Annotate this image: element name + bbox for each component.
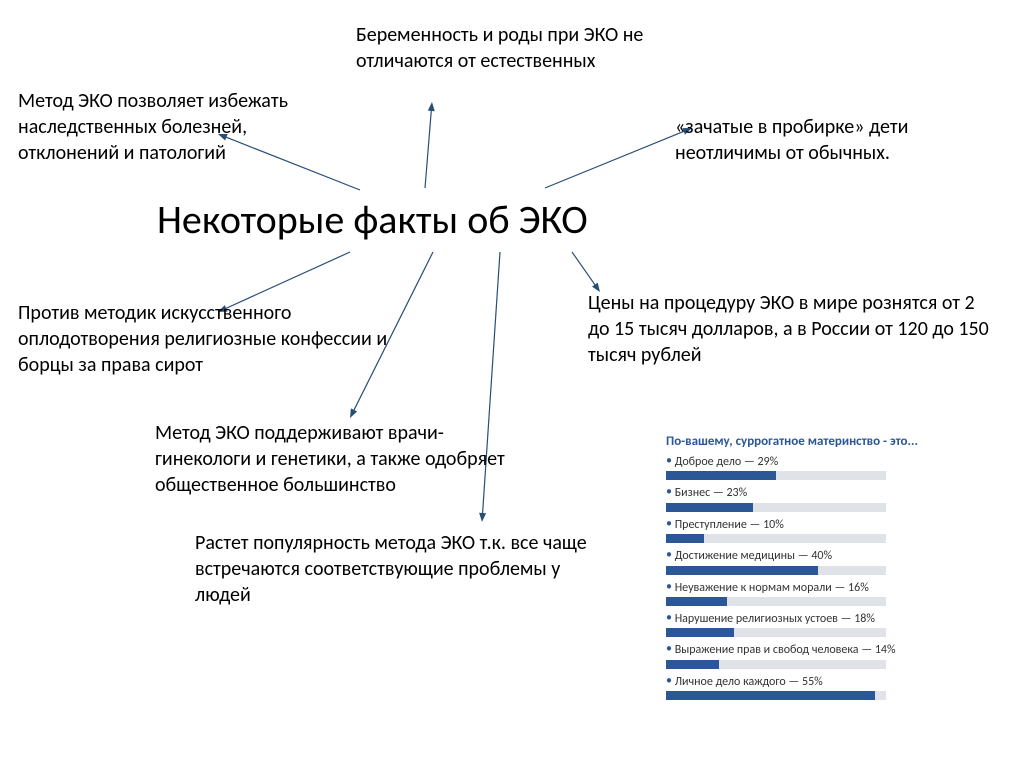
poll-bar bbox=[666, 660, 886, 669]
poll-bar bbox=[666, 691, 886, 700]
poll-title: По-вашему, суррогатное материнство - это… bbox=[666, 434, 1012, 449]
fact-avoid-diseases: Метод ЭКО позволяет избежать наследствен… bbox=[18, 88, 338, 166]
fact-testtube-babies: «зачатые в пробирке» дети неотличимы от … bbox=[675, 114, 975, 166]
fact-doctors-support: Метод ЭКО поддерживают врачи-гинекологи … bbox=[155, 420, 535, 498]
bullet-icon: • bbox=[666, 548, 672, 562]
poll-row: • Доброе дело — 29% bbox=[666, 455, 1012, 480]
poll-label: • Личное дело каждого — 55% bbox=[666, 675, 1012, 689]
poll-bar-fill bbox=[666, 503, 753, 512]
bullet-icon: • bbox=[666, 517, 672, 531]
poll-label: • Достижение медицины — 40% bbox=[666, 549, 1012, 563]
poll-row: • Личное дело каждого — 55% bbox=[666, 675, 1012, 700]
poll-bar-fill bbox=[666, 691, 875, 700]
fact-religious: Против методик искусственного оплодотвор… bbox=[18, 300, 418, 378]
poll-label: • Выражение прав и свобод человека — 14% bbox=[666, 643, 1012, 657]
poll-widget: По-вашему, суррогатное материнство - это… bbox=[666, 434, 1012, 700]
poll-row: • Выражение прав и свобод человека — 14% bbox=[666, 643, 1012, 668]
poll-bar-fill bbox=[666, 534, 704, 543]
poll-body: • Доброе дело — 29% • Бизнес — 23% • Прест… bbox=[666, 455, 1012, 700]
poll-bar bbox=[666, 471, 886, 480]
bullet-icon: • bbox=[666, 674, 672, 688]
poll-bar-fill bbox=[666, 628, 734, 637]
poll-label: • Нарушение религиозных устоев — 18% bbox=[666, 612, 1012, 626]
bullet-icon: • bbox=[666, 580, 672, 594]
bullet-icon: • bbox=[666, 485, 672, 499]
page-title: Некоторые факты об ЭКО bbox=[157, 195, 588, 244]
fact-pregnancy: Беременность и роды при ЭКО не отличаютс… bbox=[356, 22, 686, 74]
poll-bar-fill bbox=[666, 566, 818, 575]
poll-bar-fill bbox=[666, 597, 727, 606]
poll-label: • Неуважение к нормам морали — 16% bbox=[666, 581, 1012, 595]
poll-label: • Бизнес — 23% bbox=[666, 486, 1012, 500]
poll-bar bbox=[666, 534, 886, 543]
poll-bar bbox=[666, 566, 886, 575]
fact-prices: Цены на процедуру ЭКО в мире рознятся от… bbox=[588, 290, 998, 368]
poll-bar-fill bbox=[666, 471, 776, 480]
bullet-icon: • bbox=[666, 642, 672, 656]
poll-bar bbox=[666, 628, 886, 637]
poll-bar-fill bbox=[666, 660, 719, 669]
bullet-icon: • bbox=[666, 454, 672, 468]
poll-bar bbox=[666, 503, 886, 512]
fact-popularity: Растет популярность метода ЭКО т.к. все … bbox=[195, 530, 595, 608]
poll-label: • Преступление — 10% bbox=[666, 518, 1012, 532]
poll-row: • Достижение медицины — 40% bbox=[666, 549, 1012, 574]
slide-canvas: { "title": { "text": "Некоторые факты об… bbox=[0, 0, 1024, 767]
bullet-icon: • bbox=[666, 611, 672, 625]
poll-label: • Доброе дело — 29% bbox=[666, 455, 1012, 469]
poll-bar bbox=[666, 597, 886, 606]
poll-row: • Бизнес — 23% bbox=[666, 486, 1012, 511]
poll-row: • Неуважение к нормам морали — 16% bbox=[666, 581, 1012, 606]
poll-row: • Преступление — 10% bbox=[666, 518, 1012, 543]
poll-row: • Нарушение религиозных устоев — 18% bbox=[666, 612, 1012, 637]
